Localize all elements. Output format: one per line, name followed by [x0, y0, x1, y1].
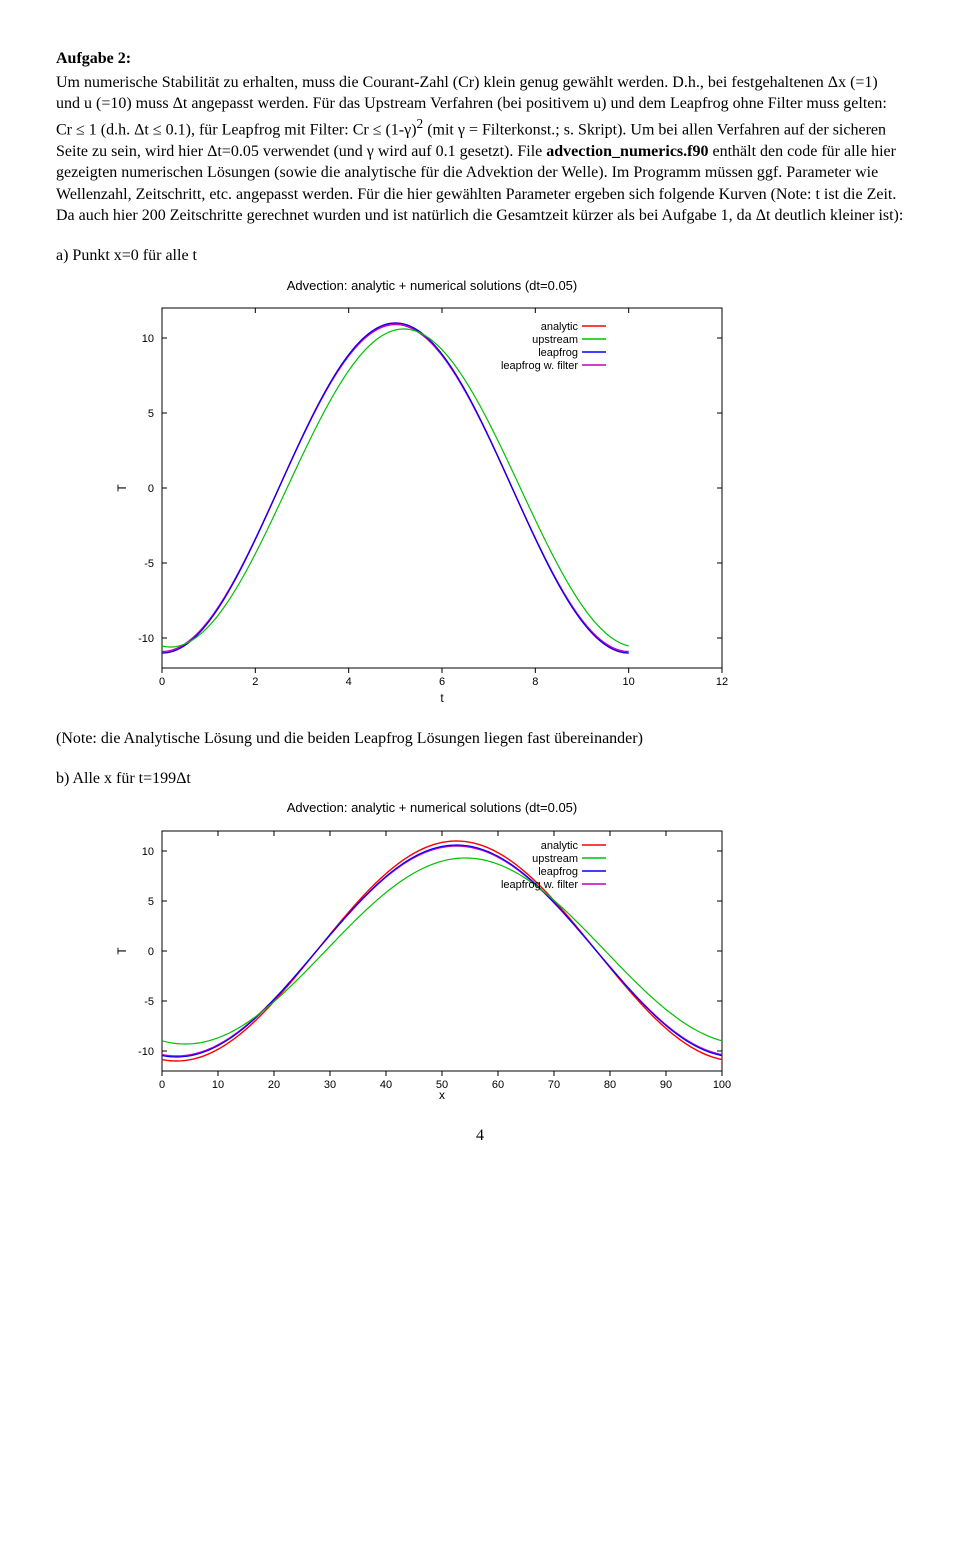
- svg-text:upstream: upstream: [532, 334, 578, 346]
- svg-text:30: 30: [324, 1079, 336, 1091]
- svg-text:4: 4: [346, 676, 352, 688]
- svg-text:8: 8: [532, 676, 538, 688]
- svg-text:0: 0: [159, 676, 165, 688]
- svg-text:20: 20: [268, 1079, 280, 1091]
- svg-text:0: 0: [159, 1079, 165, 1091]
- chart-1: Advection: analytic + numerical solution…: [112, 277, 752, 707]
- page-number: 4: [56, 1125, 904, 1147]
- svg-text:60: 60: [492, 1079, 504, 1091]
- subhead-a: a) Punkt x=0 für alle t: [56, 245, 904, 267]
- svg-text:leapfrog w. filter: leapfrog w. filter: [501, 360, 578, 372]
- svg-text:t: t: [440, 691, 444, 705]
- svg-text:0: 0: [148, 946, 154, 958]
- chart-2: Advection: analytic + numerical solution…: [112, 799, 752, 1103]
- svg-text:0: 0: [148, 483, 154, 495]
- note-1: (Note: die Analytische Lösung und die be…: [56, 728, 904, 750]
- svg-text:10: 10: [142, 333, 154, 345]
- svg-text:analytic: analytic: [541, 840, 579, 852]
- svg-text:x: x: [439, 1088, 445, 1102]
- chart-1-svg: 024681012-10-50510tTanalyticupstreamleap…: [112, 300, 732, 706]
- svg-text:-10: -10: [138, 1046, 154, 1058]
- svg-text:10: 10: [212, 1079, 224, 1091]
- svg-text:10: 10: [142, 846, 154, 858]
- paragraph-1: Um numerische Stabilität zu erhalten, mu…: [56, 72, 904, 227]
- svg-text:40: 40: [380, 1079, 392, 1091]
- svg-text:100: 100: [713, 1079, 731, 1091]
- svg-text:12: 12: [716, 676, 728, 688]
- svg-text:90: 90: [660, 1079, 672, 1091]
- chart-2-svg: 0102030405060708090100-10-50510xTanalyti…: [112, 823, 732, 1103]
- svg-text:-5: -5: [144, 558, 154, 570]
- svg-text:5: 5: [148, 408, 154, 420]
- svg-text:leapfrog w. filter: leapfrog w. filter: [501, 879, 578, 891]
- svg-text:upstream: upstream: [532, 853, 578, 865]
- svg-text:-5: -5: [144, 996, 154, 1008]
- svg-text:leapfrog: leapfrog: [538, 347, 578, 359]
- svg-text:10: 10: [623, 676, 635, 688]
- svg-text:2: 2: [252, 676, 258, 688]
- subhead-b: b) Alle x für t=199Δt: [56, 768, 904, 790]
- svg-text:5: 5: [148, 896, 154, 908]
- para1-bold: advection_numerics.f90: [546, 143, 708, 160]
- svg-text:-10: -10: [138, 633, 154, 645]
- svg-text:6: 6: [439, 676, 445, 688]
- svg-text:80: 80: [604, 1079, 616, 1091]
- chart-1-title: Advection: analytic + numerical solution…: [112, 277, 752, 295]
- svg-text:70: 70: [548, 1079, 560, 1091]
- task-heading: Aufgabe 2:: [56, 48, 904, 70]
- svg-text:T: T: [115, 947, 129, 955]
- svg-text:leapfrog: leapfrog: [538, 866, 578, 878]
- chart-2-title: Advection: analytic + numerical solution…: [112, 799, 752, 817]
- svg-text:T: T: [115, 484, 129, 492]
- svg-text:analytic: analytic: [541, 321, 579, 333]
